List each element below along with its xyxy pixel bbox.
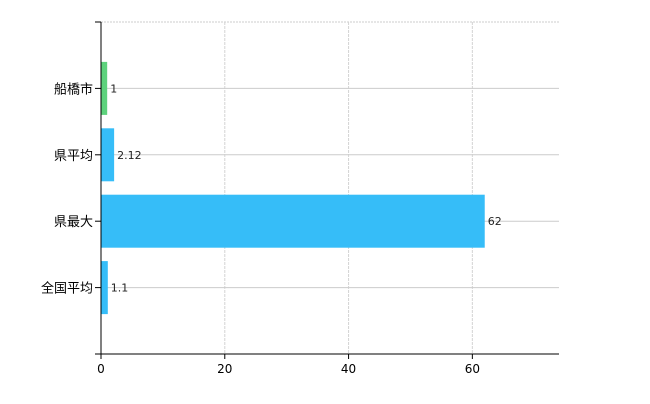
bar (101, 261, 108, 315)
bar (101, 61, 108, 115)
x-tick-label: 40 (341, 362, 356, 376)
data-label: 1.1 (111, 282, 129, 295)
category-label: 船橋市 (54, 81, 93, 97)
bar (101, 128, 115, 182)
category-label: 県平均 (54, 149, 93, 164)
category-label: 全国平均 (41, 281, 93, 297)
data-label: 62 (488, 215, 502, 228)
category-label: 県最大 (54, 215, 93, 230)
bar (101, 194, 485, 248)
x-tick-label: 60 (465, 362, 480, 376)
data-label: 2.12 (117, 149, 142, 162)
x-tick-label: 20 (217, 362, 232, 376)
x-tick-label: 0 (97, 362, 105, 376)
data-label: 1 (110, 82, 117, 95)
